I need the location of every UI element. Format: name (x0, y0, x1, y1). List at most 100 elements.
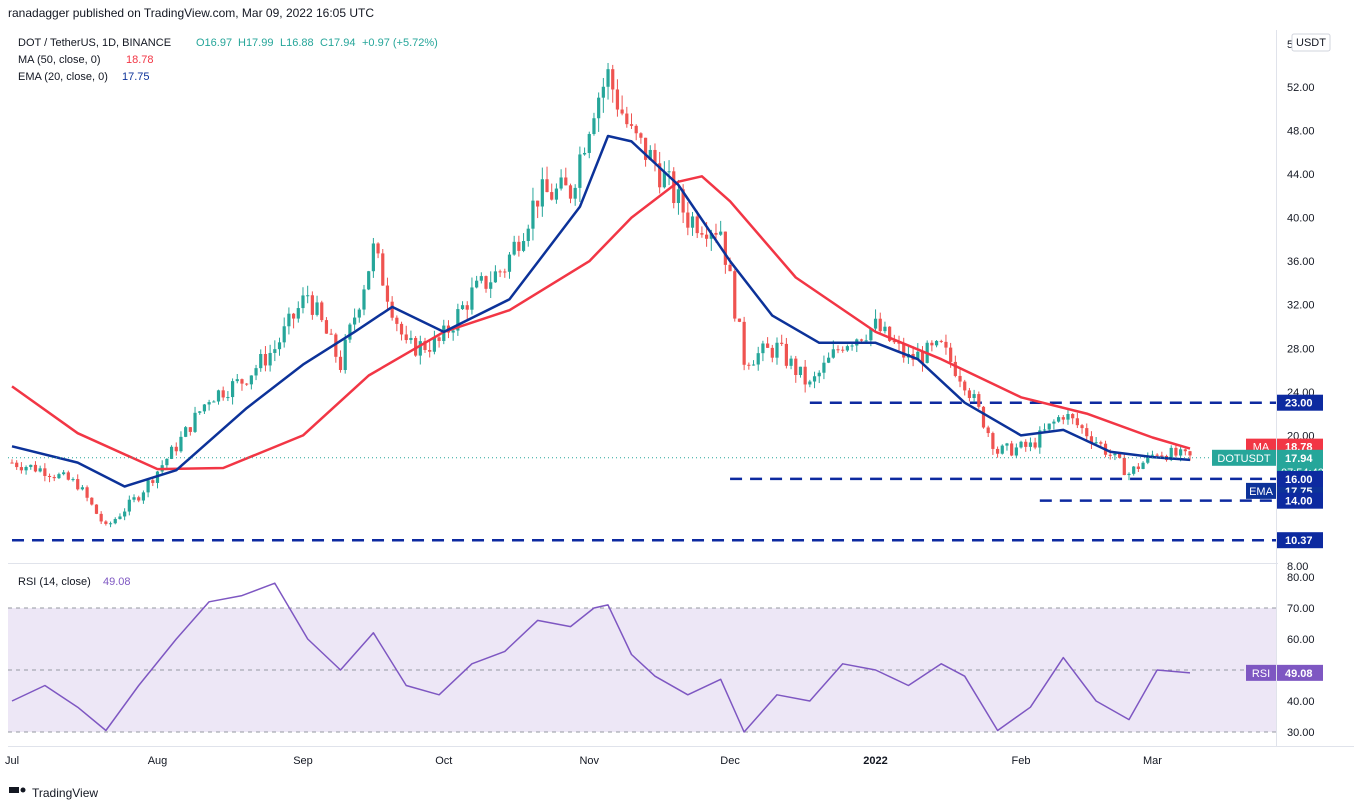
rsi-tick-30.00: 30.00 (1287, 727, 1315, 739)
candle-down (423, 341, 427, 350)
candle-down (376, 243, 380, 254)
level-label-bg (1277, 470, 1323, 487)
candle-up (1042, 429, 1047, 431)
candle-down (404, 334, 408, 341)
level-label-bg (1277, 492, 1323, 509)
candle-down (902, 343, 906, 358)
indicator-lines[interactable] (8, 134, 1276, 488)
candle-down (780, 342, 784, 344)
candle-up (282, 326, 286, 343)
price-tick-32.00: 32.00 (1287, 300, 1315, 312)
candle-down (1136, 466, 1140, 469)
time-tick-Feb: Feb (1012, 755, 1031, 767)
rsi-line-group[interactable] (11, 582, 1191, 733)
candle-up (582, 152, 587, 155)
candle-down (465, 305, 469, 310)
candle-up (972, 394, 976, 399)
candle-down (536, 200, 540, 207)
candle-up (254, 368, 258, 376)
candle-up (751, 364, 756, 366)
candle-up (216, 390, 221, 402)
candle-up (798, 366, 803, 376)
legend-change: +0.97 (+5.72%) (362, 37, 438, 49)
candle-down (310, 295, 314, 315)
tv-logo-icon (9, 787, 19, 793)
main-legend: DOT / TetherUS, 1D, BINANCE O16.97 H17.9… (18, 37, 438, 588)
time-tick-Aug: Aug (148, 755, 168, 767)
candle-down (1075, 418, 1079, 426)
candle-up (273, 349, 277, 353)
candle-down (498, 271, 502, 273)
candle-down (653, 149, 657, 164)
currency-box[interactable]: USDT (1291, 33, 1331, 52)
candle-up (1052, 421, 1056, 424)
rsi-tick-40.00: 40.00 (1287, 696, 1315, 708)
candle-up (531, 200, 535, 229)
candle-up (1047, 423, 1051, 430)
candle-up (301, 295, 305, 309)
candle-up (24, 467, 28, 471)
candle-down (1089, 436, 1094, 443)
ema-badge-tag: EMA (1249, 486, 1274, 498)
candles-group[interactable] (10, 62, 1192, 528)
time-tick-Dec: Dec (720, 755, 740, 767)
rsi-badge: RSI 49.08 (1246, 664, 1323, 681)
candle-up (845, 346, 849, 351)
candle-down (381, 253, 385, 286)
candle-up (1005, 443, 1009, 446)
candle-down (794, 358, 798, 376)
candle-up (184, 427, 188, 437)
candle-up (123, 511, 127, 517)
candle-up (169, 446, 174, 459)
candle-down (695, 216, 699, 234)
candle-down (1108, 454, 1112, 456)
candle-up (521, 241, 526, 251)
candle-down (188, 427, 192, 432)
candle-up (662, 172, 666, 188)
level-label-bg (1277, 394, 1323, 411)
candle-up (38, 468, 42, 472)
candle-down (733, 271, 737, 319)
candle-down (981, 406, 986, 428)
candle-down (1010, 443, 1014, 456)
candle-up (1028, 442, 1033, 447)
candle-down (747, 364, 751, 366)
ema20-line (11, 134, 1191, 488)
candle-up (883, 326, 887, 332)
candle-down (953, 361, 957, 376)
price-tick-40.00: 40.00 (1287, 213, 1315, 225)
candle-up (489, 282, 493, 289)
candle-down (1183, 449, 1187, 452)
candle-up (343, 339, 347, 370)
candle-down (1118, 453, 1122, 458)
candle-down (944, 341, 948, 348)
rsi-band-group (8, 607, 1276, 733)
candle-down (137, 497, 141, 501)
candle-up (648, 149, 652, 160)
tradingview-logo[interactable]: TradingView (9, 786, 98, 800)
pane-divider[interactable] (8, 563, 1278, 564)
price-tick-28.00: 28.00 (1287, 343, 1315, 355)
candle-down (324, 320, 329, 334)
candle-down (437, 337, 441, 341)
candle-up (470, 287, 474, 310)
candle-down (841, 349, 845, 351)
rsi-badge-value: 49.08 (1285, 668, 1313, 680)
candle-up (850, 345, 854, 347)
candle-up (540, 179, 544, 207)
candle-up (212, 401, 216, 403)
candle-down (221, 390, 225, 398)
price-tick-44.00: 44.00 (1287, 169, 1315, 181)
candle-up (916, 351, 920, 360)
candle-down (151, 480, 155, 483)
candle-up (1056, 417, 1061, 422)
candle-down (963, 381, 967, 391)
symbol-tag: DOTUSDT (1217, 453, 1270, 465)
candle-down (728, 264, 732, 272)
candle-up (277, 342, 282, 350)
candle-up (29, 464, 33, 468)
candle-up (597, 97, 601, 119)
legend-symbol: DOT / TetherUS, 1D, BINANCE (18, 37, 171, 49)
candle-down (1160, 455, 1164, 457)
